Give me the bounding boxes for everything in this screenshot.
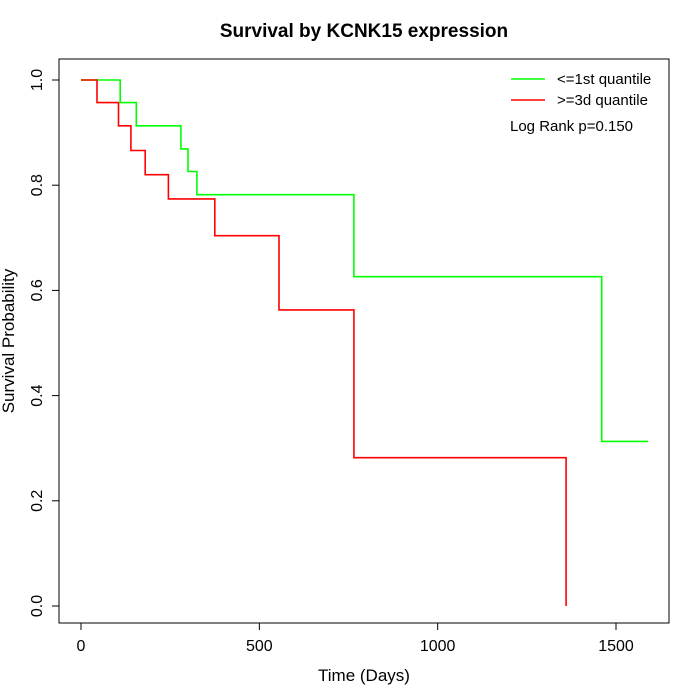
log-rank-annotation: Log Rank p=0.150 [510,118,633,135]
chart-title: Survival by KCNK15 expression [220,21,508,42]
y-tick-label: 0.6 [29,279,46,301]
y-tick-label: 0.4 [29,384,46,406]
y-axis-label: Survival Probability [0,268,18,413]
series-line-2 [81,79,567,606]
x-tick-label: 500 [246,638,273,655]
legend-label-1: <=1st quantile [557,71,651,88]
legend: <=1st quantile >=3d quantile [511,71,651,109]
plot-frame [58,58,670,624]
legend-label-2: >=3d quantile [557,92,648,109]
y-tick-label: 1.0 [29,69,46,91]
x-axis-label: Time (Days) [318,666,410,685]
x-tick-label: 1000 [420,638,456,655]
y-tick-label: 0.2 [29,490,46,512]
x-tick-label: 0 [77,638,86,655]
series-line-1 [81,79,649,443]
x-tick-label: 1500 [598,638,634,655]
series-layer [81,79,649,606]
y-tick-label: 0.0 [29,595,46,617]
y-tick-label: 0.8 [29,174,46,196]
x-axis: 0 500 1000 1500 [77,622,634,655]
y-axis: 0.0 0.2 0.4 0.6 0.8 1.0 [29,69,60,617]
